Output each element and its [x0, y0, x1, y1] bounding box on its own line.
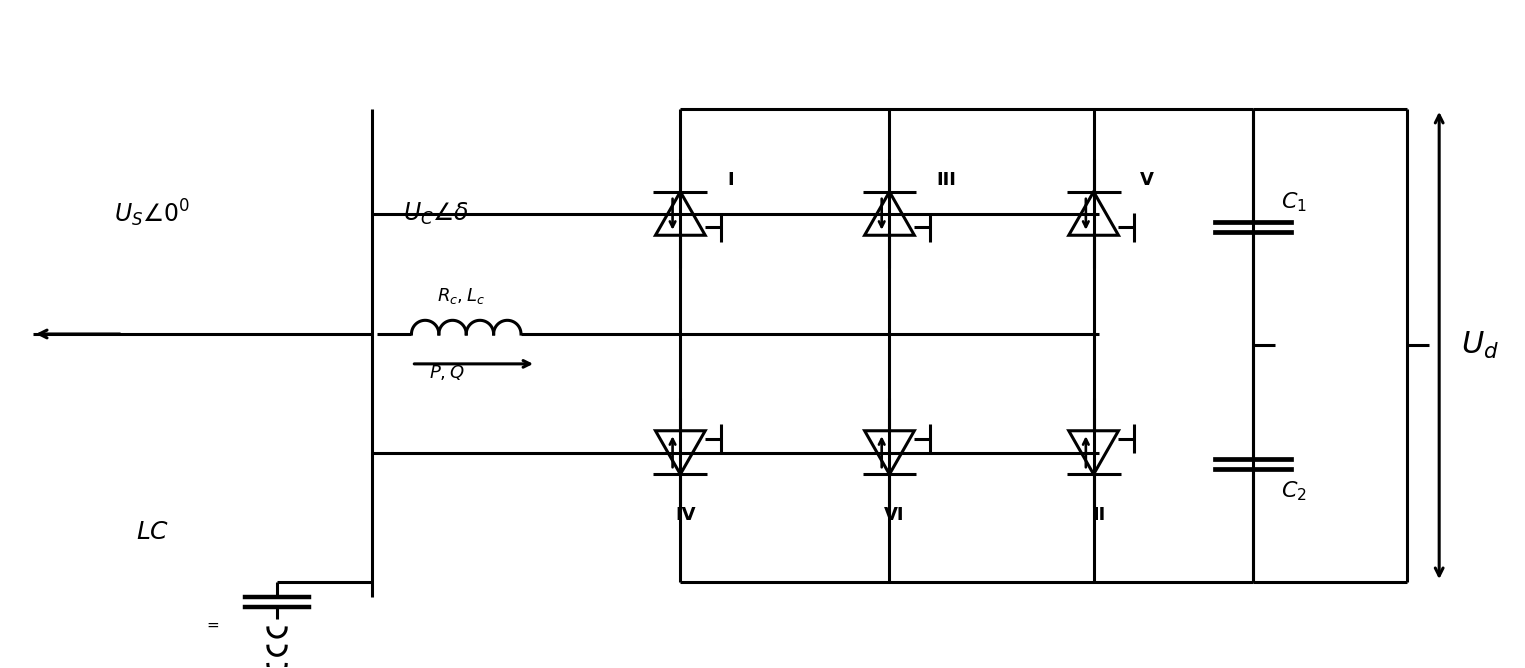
Text: I: I — [727, 171, 734, 189]
Text: II: II — [1092, 506, 1106, 524]
Text: $LC$: $LC$ — [136, 520, 169, 544]
Text: $C_1$: $C_1$ — [1281, 190, 1307, 214]
Text: $U_C\angle\delta$: $U_C\angle\delta$ — [403, 200, 470, 226]
Text: V: V — [1141, 171, 1154, 189]
Text: $\mathrm{=}$: $\mathrm{=}$ — [204, 617, 220, 633]
Text: $U_S\angle0^0$: $U_S\angle0^0$ — [114, 198, 191, 229]
Text: $C_2$: $C_2$ — [1281, 480, 1307, 504]
Text: III: III — [936, 171, 956, 189]
Text: VI: VI — [884, 506, 904, 524]
Text: $U_d$: $U_d$ — [1461, 330, 1499, 361]
Text: IV: IV — [676, 506, 695, 524]
Text: $P,Q$: $P,Q$ — [429, 363, 464, 382]
Text: $R_c,L_c$: $R_c,L_c$ — [438, 286, 485, 306]
